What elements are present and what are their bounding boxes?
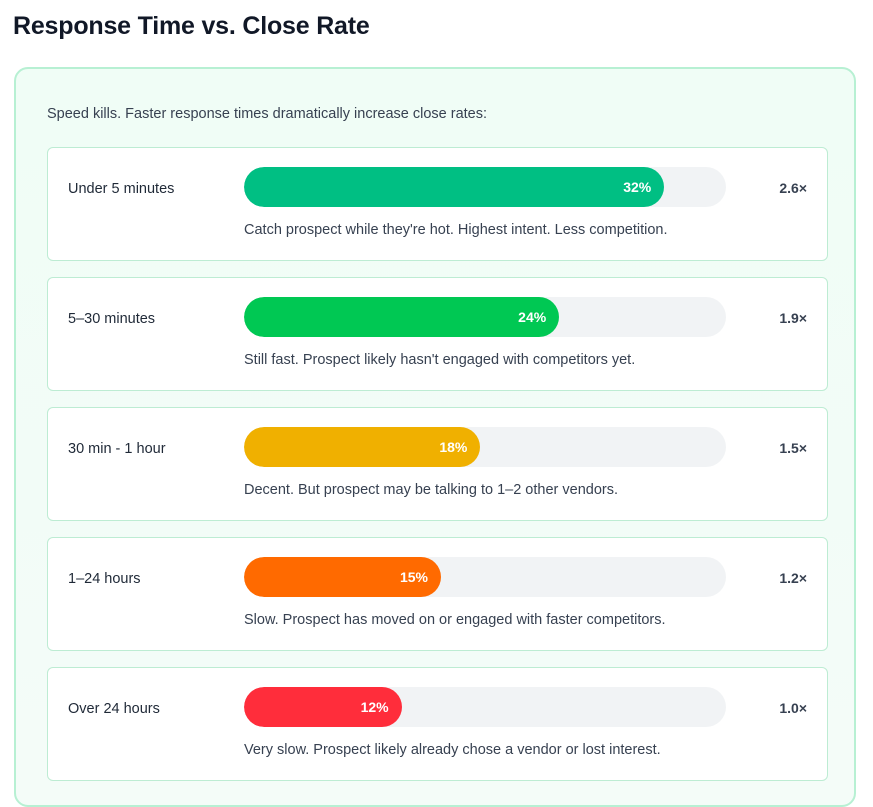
close-rate-percent: 24% [518,309,547,325]
page-title: Response Time vs. Close Rate [13,12,370,40]
close-rate-bar-track: 15% [244,557,726,597]
close-rate-multiplier: 2.6× [779,180,807,196]
intro-text: Speed kills. Faster response times drama… [47,106,488,122]
response-time-panel: Speed kills. Faster response times drama… [14,67,856,807]
response-time-list: Under 5 minutes 32% 2.6× Catch prospect … [47,147,828,797]
close-rate-multiplier: 1.9× [779,310,807,326]
close-rate-bar-fill: 12% [244,687,402,727]
row-note: Decent. But prospect may be talking to 1… [244,482,618,498]
row-label: 1–24 hours [68,571,141,587]
response-row-under-5-minutes: Under 5 minutes 32% 2.6× Catch prospect … [47,147,828,261]
row-label: Under 5 minutes [68,181,175,197]
row-label: 5–30 minutes [68,311,156,327]
close-rate-multiplier: 1.5× [779,440,807,456]
close-rate-bar-fill: 15% [244,557,441,597]
close-rate-bar-track: 32% [244,167,726,207]
close-rate-bar-track: 18% [244,427,726,467]
row-label: 30 min - 1 hour [68,441,166,457]
row-note: Still fast. Prospect likely hasn't engag… [244,352,636,368]
close-rate-percent: 12% [360,699,389,715]
close-rate-percent: 15% [399,569,428,585]
row-note: Slow. Prospect has moved on or engaged w… [244,612,666,628]
close-rate-percent: 32% [623,179,652,195]
close-rate-bar-fill: 18% [244,427,481,467]
close-rate-multiplier: 1.0× [779,700,807,716]
response-row-5-30-minutes: 5–30 minutes 24% 1.9× Still fast. Prospe… [47,277,828,391]
close-rate-bar-fill: 32% [244,167,665,207]
close-rate-multiplier: 1.2× [779,570,807,586]
row-note: Catch prospect while they're hot. Highes… [244,222,668,238]
response-row-30-min-1-hour: 30 min - 1 hour 18% 1.5× Decent. But pro… [47,407,828,521]
close-rate-bar-track: 24% [244,297,726,337]
close-rate-bar-fill: 24% [244,297,560,337]
response-row-1-24-hours: 1–24 hours 15% 1.2× Slow. Prospect has m… [47,537,828,651]
row-label: Over 24 hours [68,701,160,717]
close-rate-bar-track: 12% [244,687,726,727]
close-rate-percent: 18% [439,439,468,455]
row-note: Very slow. Prospect likely already chose… [244,742,661,758]
response-row-over-24-hours: Over 24 hours 12% 1.0× Very slow. Prospe… [47,667,828,781]
